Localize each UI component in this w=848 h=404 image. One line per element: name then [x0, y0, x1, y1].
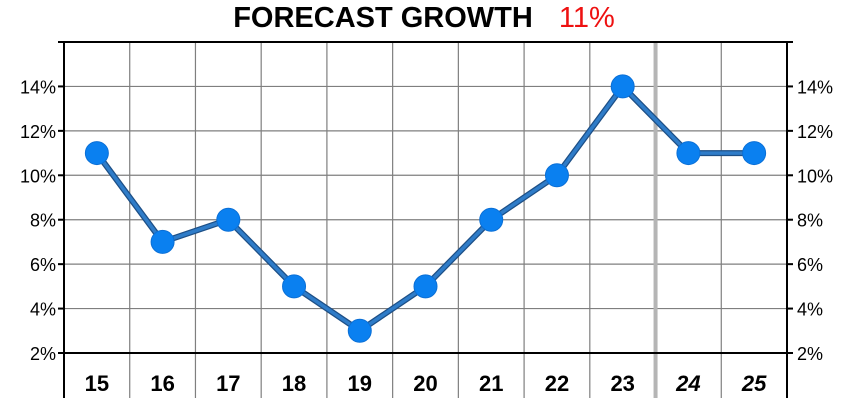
y-tick-label-right: 10%: [797, 166, 833, 186]
y-tick-label-right: 4%: [797, 300, 823, 320]
x-tick-label: 25: [741, 371, 767, 396]
x-tick-label: 16: [150, 371, 174, 396]
y-tick-label-left: 4%: [30, 300, 56, 320]
data-point: [413, 274, 438, 299]
y-tick-label-right: 12%: [797, 122, 833, 142]
data-point: [216, 207, 241, 232]
x-tick-label: 22: [545, 371, 569, 396]
data-point: [282, 274, 307, 299]
x-tick-label: 15: [85, 371, 109, 396]
data-point: [544, 163, 569, 188]
grid-lines: [64, 42, 787, 398]
chart-title: FORECAST GROWTH 11%: [0, 0, 848, 40]
data-point: [479, 207, 504, 232]
plot-area: [64, 42, 787, 353]
y-tick-label-left: 8%: [30, 211, 56, 231]
y-tick-label-right: 8%: [797, 211, 823, 231]
x-tick-label: 18: [282, 371, 306, 396]
x-tick-label: 23: [610, 371, 634, 396]
y-tick-label-left: 10%: [20, 166, 56, 186]
y-tick-label-right: 2%: [797, 344, 823, 364]
axes: [58, 41, 793, 398]
y-tick-label-left: 2%: [30, 344, 56, 364]
y-tick-label-left: 12%: [20, 122, 56, 142]
y-tick-label-right: 14%: [797, 77, 833, 97]
x-tick-label: 21: [479, 371, 503, 396]
series-growth: [84, 74, 767, 343]
x-tick-label: 20: [413, 371, 437, 396]
forecast-growth-value: 11%: [558, 2, 615, 34]
chart-title-text: FORECAST GROWTH: [233, 2, 533, 34]
y-tick-label-right: 6%: [797, 255, 823, 275]
data-point: [150, 229, 175, 254]
data-point: [347, 318, 372, 343]
data-point: [84, 141, 109, 166]
data-point: [742, 141, 767, 166]
x-tick-label: 19: [348, 371, 372, 396]
data-point: [610, 74, 635, 99]
tick-labels: 2% 2% 4% 4% 6% 6% 8% 8% 10% 10% 12% 12% 14% 14% 15 16 17…: [20, 77, 833, 396]
x-tick-label: 17: [216, 371, 240, 396]
x-tick-label: 24: [675, 371, 700, 396]
y-tick-label-left: 6%: [30, 255, 56, 275]
data-point: [676, 141, 701, 166]
y-tick-label-left: 14%: [20, 77, 56, 97]
